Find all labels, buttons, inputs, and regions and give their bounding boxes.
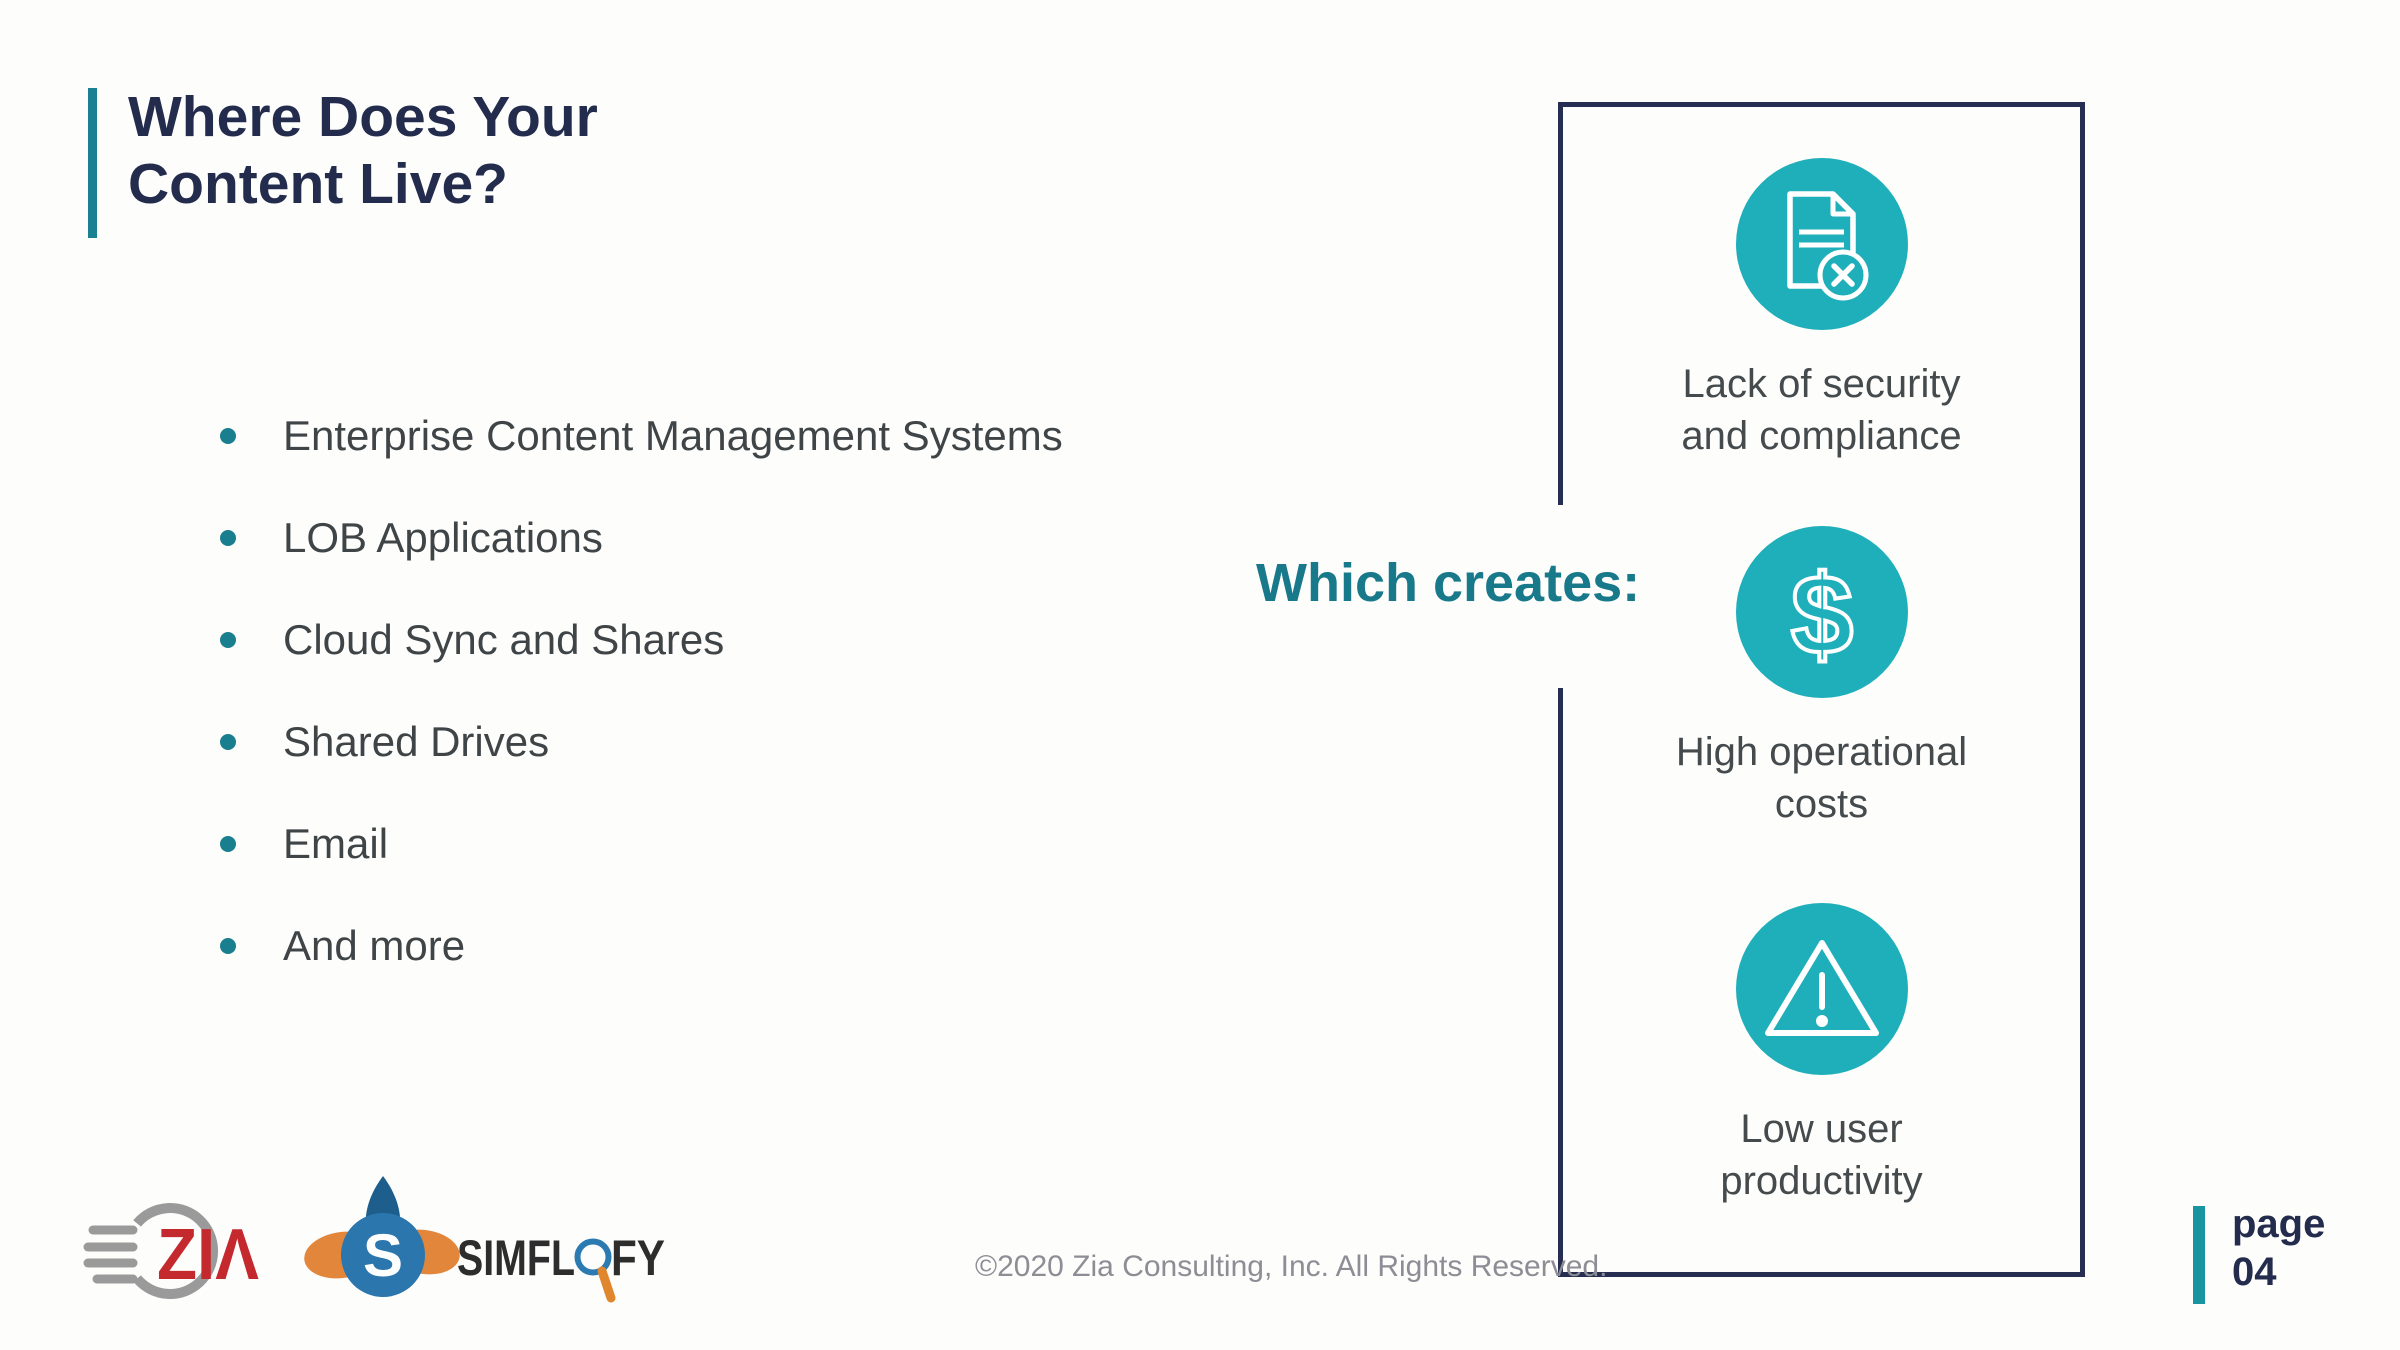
bullet-dot-icon (220, 938, 236, 954)
bullet-label: Cloud Sync and Shares (283, 616, 725, 663)
page-number: 04 (2232, 1250, 2277, 1294)
simflofy-logo: S SIMFL FY (304, 1176, 665, 1303)
simflofy-logo-text-part1: SIMFL (457, 1230, 575, 1286)
list-item: LOB Applications (220, 510, 1063, 566)
document-error-icon (1735, 158, 1908, 330)
outcomes-panel-border-right (2080, 102, 2085, 1277)
outcomes-panel-border-top (1558, 102, 2085, 107)
outcome-security: Lack of security and compliance (1558, 158, 2085, 462)
list-item: Shared Drives (220, 714, 1063, 770)
copyright-text: ©2020 Zia Consulting, Inc. All Rights Re… (975, 1250, 1608, 1283)
bullet-list: Enterprise Content Management Systems LO… (220, 408, 1063, 1020)
simflofy-emblem-letter: S (363, 1222, 403, 1289)
document-error-icon-svg (1786, 191, 1868, 301)
zia-logo: ZIΛ (83, 1203, 259, 1299)
bullet-dot-icon (220, 836, 236, 852)
title-accent-bar (88, 88, 97, 238)
page-title-line1: Where Does Your (128, 85, 598, 149)
bullet-dot-icon (220, 530, 236, 546)
outcome-label: Lack of security and compliance (1681, 362, 1962, 458)
zia-logo-text: ZIΛ (157, 1215, 259, 1295)
bullet-label: LOB Applications (283, 514, 603, 561)
dollar-icon: $ (1735, 526, 1908, 698)
dollar-icon-svg: $ (1788, 550, 1854, 679)
which-creates-label: Which creates: (1256, 553, 1641, 613)
page-title-line2: Content Live? (128, 152, 508, 216)
page-indicator: page 04 (2232, 1200, 2325, 1296)
list-item: Enterprise Content Management Systems (220, 408, 1063, 464)
warning-icon-svg (1764, 940, 1879, 1036)
page-label: page (2232, 1202, 2326, 1246)
magnifier-icon (574, 1238, 612, 1276)
bullet-dot-icon (220, 428, 236, 444)
outcome-label: Low user productivity (1720, 1107, 1923, 1203)
bullet-label: Email (283, 820, 389, 867)
outcomes-panel-border-bottom (1558, 1272, 2085, 1277)
bullet-label: Shared Drives (283, 718, 550, 765)
simflofy-logo-text-part2: FY (611, 1230, 665, 1286)
outcomes-panel-border-left-lower (1558, 688, 1563, 1277)
svg-text:$: $ (1790, 552, 1852, 677)
list-item: And more (220, 918, 1063, 974)
bullet-label: And more (283, 922, 466, 969)
bullet-dot-icon (220, 632, 236, 648)
list-item: Email (220, 816, 1063, 872)
warning-icon (1735, 903, 1908, 1075)
bullet-label: Enterprise Content Management Systems (283, 412, 1063, 459)
outcome-label: High operational costs (1675, 730, 1968, 826)
page-accent-bar (2193, 1206, 2205, 1304)
bullet-dot-icon (220, 734, 236, 750)
outcomes-panel-border-left-upper (1558, 102, 1563, 505)
outcome-costs: $ High operational costs (1558, 526, 2085, 830)
list-item: Cloud Sync and Shares (220, 612, 1063, 668)
outcome-productivity: Low user productivity (1558, 903, 2085, 1207)
page-title: Where Does Your Content Live? (128, 84, 598, 218)
